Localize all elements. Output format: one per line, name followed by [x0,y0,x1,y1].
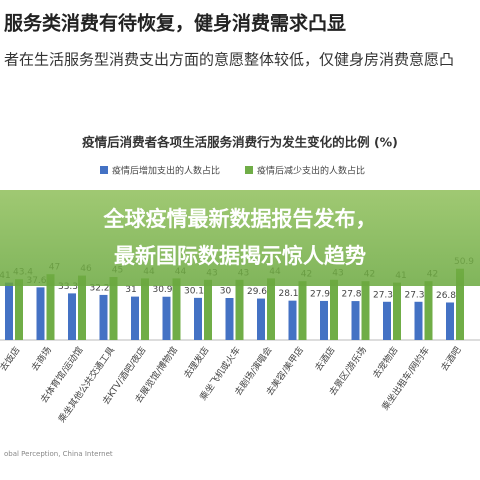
x-tick-label: 去理发店 [181,344,211,380]
x-tick-label: 去酒吧 [438,344,463,373]
value-label: 27.3 [373,290,393,300]
bar [414,301,423,340]
value-label: 30.9 [152,285,172,295]
legend-swatch [245,166,253,174]
bar [204,279,212,340]
x-tick-label: 乘坐其他公共交通工具 [56,344,117,425]
bar [172,278,181,340]
bar [424,281,433,340]
value-label: 29.6 [247,287,267,297]
bar [162,296,171,340]
bar [383,301,391,340]
legend-swatch [100,166,108,174]
x-tick-label: 去酒店 [312,344,337,373]
value-label: 27.3 [404,290,424,300]
value-label: 26.8 [436,291,456,301]
subheading: 者在生活服务型消费支出方面的意愿整体较低，仅健身房消费意愿凸 [4,51,454,69]
bar [320,300,328,340]
bar [99,294,108,340]
bar [5,282,13,340]
x-tick-label: 去商场 [29,344,54,373]
overlay-line: 最新国际数据揭示惊人趋势 [114,244,366,268]
bar [36,287,45,340]
value-label: 30.1 [184,286,204,296]
bar [225,298,234,340]
bar [68,293,76,340]
value-label: 28.1 [278,289,298,299]
bar [351,301,360,340]
source: obal Perception, China Internet [4,450,113,458]
value-label: 30 [220,287,232,297]
x-tick-label: 去宠物店 [370,344,400,380]
value-label: 32.2 [89,283,109,293]
bar [446,302,454,340]
x-tick-label: 去饭店 [0,344,23,373]
chart-title: 疫情后消费者各项生活服务消费行为发生变化的比例 (%) [82,135,398,150]
bar [298,281,307,340]
bar [131,296,139,340]
value-label: 33.3 [58,282,78,292]
bar [46,274,55,340]
value-label: 27.9 [310,289,330,299]
bar [361,281,370,340]
overlay-line: 全球疫情最新数据报告发布， [103,207,377,231]
bar [235,279,244,340]
bar [141,278,149,340]
legend-label: 疫情后减少支出的人数占比 [257,165,365,177]
legend-label: 疫情后增加支出的人数占比 [112,165,220,177]
bar [330,279,338,340]
bar [456,268,464,340]
bar [15,279,23,340]
bar [393,282,401,340]
overlay-banner [0,190,480,286]
bar [288,300,297,340]
bar [267,278,275,340]
bar [194,297,202,340]
bar [109,277,118,340]
bar [257,298,265,340]
heading: 服务类消费有待恢复，健身消费需求凸显 [4,12,346,35]
value-label: 31 [125,285,136,295]
value-label: 27.8 [341,290,361,300]
bar [78,275,86,340]
